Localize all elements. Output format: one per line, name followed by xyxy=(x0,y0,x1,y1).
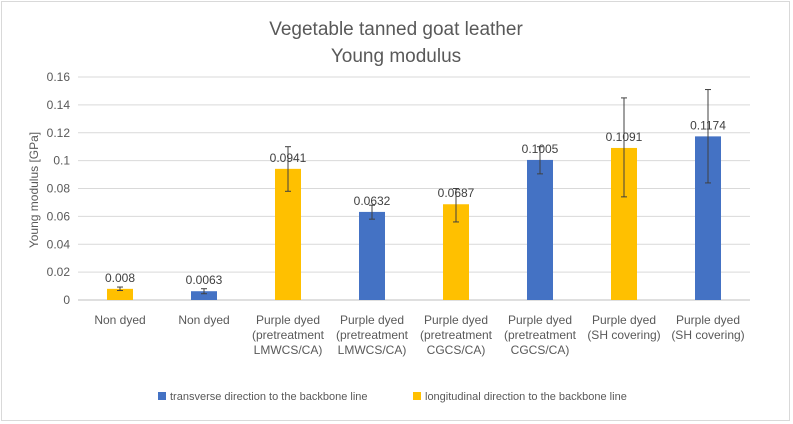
x-axis-labels: Non dyed Non dyed Purple dyed(pretreatment… xyxy=(94,313,744,357)
gridlines xyxy=(78,76,750,301)
x-tick-label: Purple dyed xyxy=(256,313,320,327)
legend-swatch xyxy=(413,392,421,400)
chart-title-line-2: Young modulus xyxy=(331,46,461,67)
y-tick-label: 0.06 xyxy=(47,209,71,223)
legend: transverse direction to the backbone lin… xyxy=(158,391,627,403)
x-tick-label: (pretreatment xyxy=(420,328,493,342)
y-tick-label: 0 xyxy=(63,293,70,307)
x-tick-label: Purple dyed xyxy=(424,313,488,327)
y-tick-label: 0.12 xyxy=(47,126,71,140)
chart-title: Vegetable tanned goat leather Young modu… xyxy=(269,19,523,67)
y-tick-label: 0.1 xyxy=(53,154,70,168)
y-tick-label: 0.02 xyxy=(47,265,71,279)
x-tick-label: (SH covering) xyxy=(587,328,660,342)
x-tick-label: (SH covering) xyxy=(671,328,744,342)
x-tick-label: (pretreatment xyxy=(252,328,325,342)
y-axis-ticks: 0 0.02 0.04 0.06 0.08 0.1 0.12 0.14 0.16 xyxy=(47,70,71,307)
x-tick-label: Non dyed xyxy=(178,313,229,327)
x-tick-label: Purple dyed xyxy=(340,313,404,327)
bar xyxy=(191,291,217,300)
x-tick-label: Purple dyed xyxy=(592,313,656,327)
data-label: 0.0063 xyxy=(186,273,223,287)
y-tick-label: 0.08 xyxy=(47,182,71,196)
y-tick-label: 0.16 xyxy=(47,70,71,84)
data-label: 0.0687 xyxy=(438,186,475,200)
x-tick-label: LMWCS/CA) xyxy=(254,343,323,357)
legend-label: transverse direction to the backbone lin… xyxy=(170,391,368,403)
data-label: 0.1005 xyxy=(522,142,559,156)
error-bars xyxy=(117,89,711,295)
data-label: 0.1091 xyxy=(606,130,643,144)
x-tick-label: (pretreatment xyxy=(504,328,577,342)
x-tick-label: CGCS/CA) xyxy=(511,343,570,357)
bars xyxy=(107,136,721,300)
legend-swatch xyxy=(158,392,166,400)
x-tick-label: (pretreatment xyxy=(336,328,409,342)
data-label: 0.0941 xyxy=(270,151,307,165)
data-labels: 0.008 0.0063 0.0941 0.0632 0.0687 0.1005 0.109… xyxy=(105,118,726,287)
x-tick-label: Non dyed xyxy=(94,313,145,327)
x-tick-label: Purple dyed xyxy=(676,313,740,327)
y-tick-label: 0.14 xyxy=(47,98,71,112)
bar xyxy=(359,211,385,300)
chart-title-line-1: Vegetable tanned goat leather xyxy=(269,19,523,40)
x-tick-label: Purple dyed xyxy=(508,313,572,327)
bar xyxy=(107,288,133,300)
y-tick-label: 0.04 xyxy=(47,237,71,251)
x-tick-label: LMWCS/CA) xyxy=(338,343,407,357)
data-label: 0.0632 xyxy=(354,194,391,208)
x-tick-label: CGCS/CA) xyxy=(427,343,486,357)
bar xyxy=(527,159,553,300)
y-axis-label: Young modulus [GPa] xyxy=(27,132,41,248)
data-label: 0.008 xyxy=(105,271,135,285)
data-label: 0.1174 xyxy=(690,118,726,132)
legend-label: longitudinal direction to the backbone l… xyxy=(425,391,627,403)
